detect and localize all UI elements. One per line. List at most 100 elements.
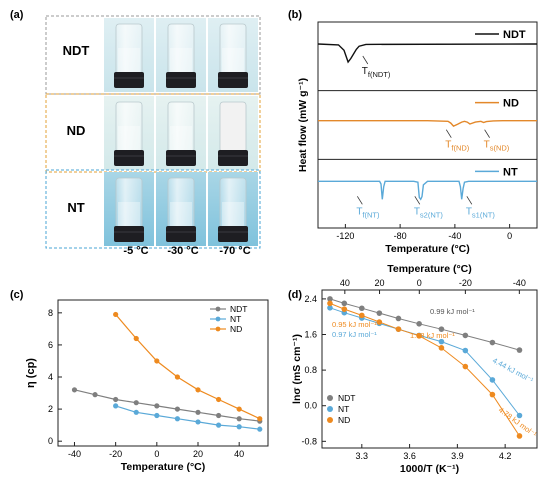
data-point-ndt xyxy=(395,315,402,322)
panel-a-photo-grid xyxy=(45,15,261,249)
vial-liquid xyxy=(222,202,244,226)
data-point-nd xyxy=(257,416,263,422)
vial-cap xyxy=(166,150,196,166)
data-point-ndt xyxy=(416,321,422,327)
y-tick-label: 0 xyxy=(48,436,53,446)
vial-liquid xyxy=(222,48,244,72)
vial-photo xyxy=(104,18,154,92)
data-point-ndt xyxy=(195,409,201,415)
data-point-ndt xyxy=(154,403,160,409)
panel-b-dsc-chart: NDT Tf(NDT) ND Tf(ND) Ts(ND) NT Tf(NT) Ts2(NT) T… xyxy=(297,21,538,255)
data-point-nt xyxy=(236,424,242,430)
legend-label: NT xyxy=(338,404,349,414)
annotation-label: Tf(NT) xyxy=(356,206,380,219)
row-frame-2 xyxy=(45,169,261,249)
data-point-ndt xyxy=(174,406,181,412)
annotation-label: Ts2(NT) xyxy=(414,206,444,219)
annotation-label: Tf(ND) xyxy=(445,140,470,153)
y-axis-label: η (cp) xyxy=(25,358,37,388)
data-point-nd xyxy=(327,300,333,307)
data-point-nt xyxy=(489,377,496,383)
data-point-nd xyxy=(438,345,445,351)
data-point-ndt xyxy=(516,347,523,353)
annotation-label: Tf(NDT) xyxy=(362,66,391,79)
data-point-nd xyxy=(376,319,383,325)
legend-marker xyxy=(327,395,333,401)
data-point-nt xyxy=(438,338,445,345)
vial-cap xyxy=(114,150,144,166)
vial-liquid xyxy=(170,48,192,72)
x-tick-label: 0 xyxy=(507,231,512,241)
plot-frame xyxy=(317,21,538,229)
vial-photo xyxy=(104,172,154,246)
vial-photo xyxy=(208,172,258,246)
data-point-ndt xyxy=(489,339,496,346)
x2-tick-label: 40 xyxy=(340,278,350,288)
legend-label: NT xyxy=(503,166,518,178)
vial-liquid xyxy=(170,126,192,150)
x-tick-label: -40 xyxy=(448,231,461,241)
data-point-nd xyxy=(341,306,348,312)
data-point-nt xyxy=(327,305,333,311)
y-tick-label: 4 xyxy=(48,372,53,382)
data-point-nt xyxy=(516,412,523,419)
annotation-label: Ts1(NT) xyxy=(466,206,496,219)
data-point-ndt xyxy=(236,416,242,422)
annotation-arrow xyxy=(466,196,473,205)
data-point-ndt xyxy=(327,296,333,302)
vial-glass xyxy=(219,101,247,153)
panel-label-d: (d) xyxy=(288,289,302,301)
x-axis-label: 1000/T (K⁻¹) xyxy=(400,463,459,475)
vial-photo xyxy=(208,96,258,170)
vial-photo xyxy=(156,172,206,246)
legend-label: ND xyxy=(230,324,242,334)
x2-tick-label: 0 xyxy=(417,278,422,288)
activation-energy-label: 0.97 kJ mol⁻¹ xyxy=(332,330,377,339)
series-line-nt xyxy=(318,180,537,201)
activation-energy-label: 0.99 kJ mol⁻¹ xyxy=(430,307,475,316)
x-tick-label: 3.3 xyxy=(356,451,369,461)
annotation-arrow xyxy=(362,55,369,65)
data-point-nt xyxy=(133,409,139,415)
legend-label: ND xyxy=(503,98,519,110)
legend-marker xyxy=(215,306,221,312)
vial-liquid xyxy=(118,202,140,226)
series-line-ndt xyxy=(329,298,520,351)
y-tick-label: 2 xyxy=(48,404,53,414)
row-label-nt: NT xyxy=(67,200,84,215)
x-tick-label: 0 xyxy=(154,449,159,459)
vial-cap xyxy=(218,72,248,88)
data-point-nt xyxy=(462,347,469,354)
data-point-ndt xyxy=(92,392,98,398)
y-axis-label: Heat flow (mW g⁻¹) xyxy=(297,78,309,172)
x-tick-label: 20 xyxy=(193,449,203,459)
legend-label: NDT xyxy=(503,29,526,41)
row-frame-0 xyxy=(45,15,261,95)
data-point-nt xyxy=(154,412,160,419)
vial-photo xyxy=(208,18,258,92)
series-line-nd xyxy=(329,302,520,437)
x-axis-label: Temperature (°C) xyxy=(121,461,206,473)
x-tick-label: -20 xyxy=(109,449,122,459)
data-point-ndt xyxy=(462,332,469,339)
row-frame-1 xyxy=(45,93,261,173)
data-point-nd xyxy=(154,358,160,364)
temp-label-3: -70 °C xyxy=(219,245,250,257)
data-point-nd xyxy=(236,406,242,412)
vial-liquid xyxy=(118,48,140,72)
x-tick-label: -40 xyxy=(68,449,81,459)
panel-d-conductivity-chart: 3.3 3.6 3.9 4.2 -0.8 0.0 0.8 1.6 2.4 40 20 0 -20 -40 T… xyxy=(291,263,539,475)
data-point-ndt xyxy=(71,387,78,393)
annotation-label: Ts(ND) xyxy=(484,140,510,153)
y-tick-label: 6 xyxy=(48,340,53,350)
x-tick-label: -80 xyxy=(394,231,407,241)
vial-photo xyxy=(104,96,154,170)
vial-cap xyxy=(166,72,196,88)
annotation-arrow xyxy=(356,196,363,205)
data-point-nt xyxy=(174,416,181,422)
data-point-nd xyxy=(395,326,402,332)
legend-marker xyxy=(215,326,221,332)
x2-tick-label: -40 xyxy=(513,278,526,288)
